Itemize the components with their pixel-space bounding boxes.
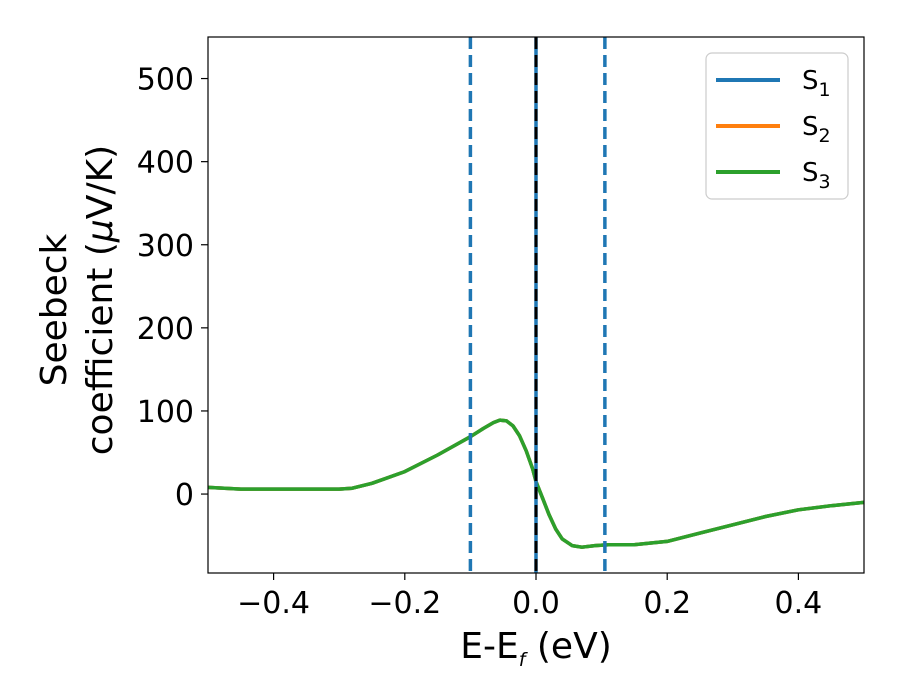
- x-axis-label-rest: (eV): [525, 626, 611, 667]
- y-tick-label: 300: [137, 229, 194, 264]
- x-tick-label: −0.2: [368, 586, 441, 621]
- legend-label-s1: S1: [802, 66, 831, 101]
- y-axis-label-line2: coefficient (μV/K): [80, 145, 121, 455]
- x-axis-label-main: E-E: [460, 626, 518, 667]
- x-axis-label-sub: f: [519, 649, 529, 671]
- y-tick-label: 0: [175, 478, 194, 513]
- legend: S1 S2 S3: [705, 52, 849, 200]
- y-tick-label: 500: [137, 63, 194, 98]
- x-axis-label: E-Ef (eV): [460, 626, 612, 671]
- x-tick-label: 0.4: [775, 586, 823, 621]
- x-tick-label: 0.2: [643, 586, 691, 621]
- series-line-s3: [208, 418, 864, 549]
- y-axis-label: Seebeck coefficient (μV/K): [34, 145, 121, 455]
- y-axis-label-line1: Seebeck: [34, 233, 75, 386]
- legend-label-s3: S3: [802, 158, 831, 193]
- legend-label-s2: S2: [802, 112, 831, 147]
- x-tick-label: −0.4: [237, 586, 310, 621]
- y-tick-label: 400: [137, 146, 194, 181]
- y-tick-label: 200: [137, 312, 194, 347]
- y-axis-label-prefix: coefficient (: [80, 242, 121, 455]
- y-tick-label: 100: [137, 395, 194, 430]
- y-axis-label-suffix: V/K): [80, 145, 121, 219]
- x-tick-label: 0.0: [512, 586, 560, 621]
- y-axis-label-mu: μ: [80, 219, 121, 243]
